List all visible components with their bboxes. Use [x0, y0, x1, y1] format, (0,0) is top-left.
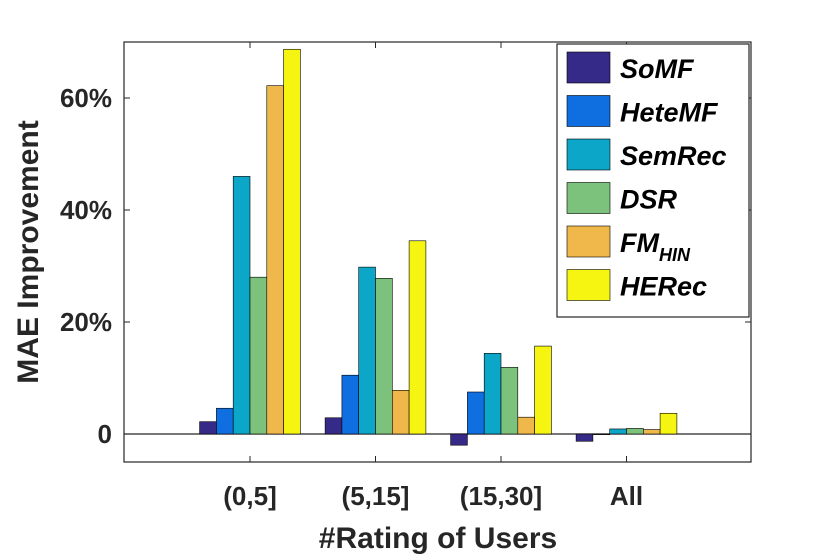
- bar-somf-1: [324, 417, 343, 435]
- bar-fm-hin-2: [517, 416, 535, 435]
- legend-swatch-fm-hin: [566, 225, 611, 258]
- legend-label-herec: HERec: [620, 272, 707, 302]
- bar-semrec-2: [483, 353, 502, 435]
- bar-herec-3: [659, 412, 678, 435]
- bar-herec-1: [408, 240, 427, 435]
- bar-semrec-3: [609, 428, 627, 435]
- bar-hetemf-0: [216, 407, 234, 435]
- legend-label-somf: SoMF: [620, 54, 695, 84]
- x-axis-title: #Rating of Users: [319, 522, 557, 555]
- bar-dsr-1: [375, 278, 393, 435]
- x-axis: (0,5] (5,15] (15,30] All: [223, 42, 643, 511]
- legend-swatch-somf: [566, 51, 611, 84]
- x-tick-label: All: [610, 481, 643, 511]
- legend-label-hetemf: HeteMF: [620, 98, 719, 128]
- x-tick-label: (15,30]: [460, 481, 542, 511]
- bar-fm-hin-3: [642, 429, 661, 435]
- x-tick-label: (0,5]: [223, 481, 276, 511]
- bar-somf-0: [199, 421, 217, 435]
- bar-dsr-3: [626, 428, 644, 435]
- y-tick-label: 60%: [60, 83, 112, 113]
- legend-label-dsr: DSR: [620, 185, 678, 215]
- bar-dsr-2: [500, 367, 519, 435]
- bar-dsr-0: [249, 276, 268, 435]
- y-tick-label: 40%: [60, 195, 112, 225]
- bar-herec-0: [283, 48, 301, 435]
- legend-swatch-semrec: [566, 138, 611, 171]
- legend-swatch-herec: [566, 269, 611, 301]
- y-tick-label: 0: [98, 419, 112, 449]
- legend-swatch-hetemf: [566, 95, 611, 127]
- y-axis: 0 20% 40% 60%: [60, 83, 751, 449]
- bars-group: [199, 48, 678, 446]
- bar-herec-2: [534, 345, 552, 435]
- y-axis-title: MAE Improvement: [12, 120, 45, 383]
- bar-fm-hin-0: [266, 85, 284, 435]
- x-tick-label: (5,15]: [342, 481, 410, 511]
- bar-somf-2: [450, 433, 468, 446]
- bar-fm-hin-1: [391, 390, 410, 435]
- y-tick-label: 20%: [60, 307, 112, 337]
- legend-swatch-dsr: [566, 182, 611, 214]
- bar-semrec-0: [232, 176, 251, 435]
- bar-semrec-1: [358, 266, 376, 435]
- bar-hetemf-3: [592, 433, 611, 435]
- bar-somf-3: [575, 433, 594, 442]
- bar-hetemf-1: [341, 374, 359, 435]
- bar-hetemf-2: [467, 391, 485, 435]
- legend-label-semrec: SemRec: [620, 141, 727, 171]
